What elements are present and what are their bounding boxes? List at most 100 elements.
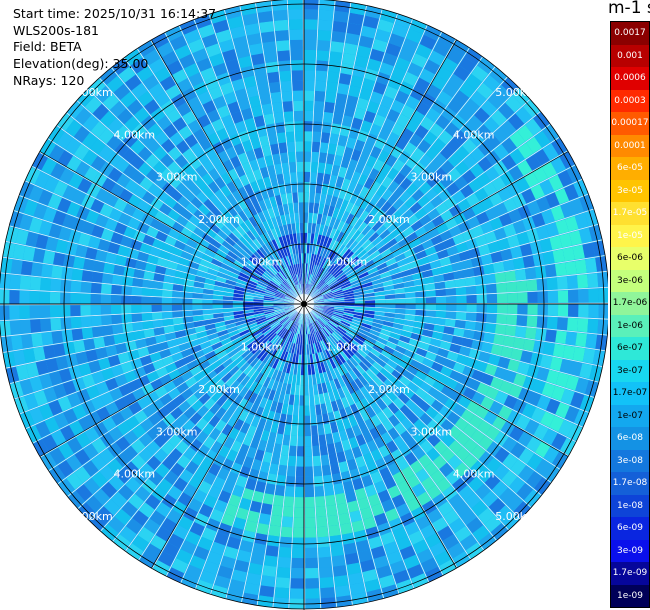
ray-cell: [233, 339, 245, 349]
ray-cell: [336, 420, 345, 432]
ray-cell: [229, 579, 245, 593]
ray-cell: [484, 363, 498, 376]
ray-cell: [387, 167, 399, 181]
ray-cell: [546, 369, 560, 385]
ray-cell: [101, 273, 114, 284]
ray-cell: [444, 280, 456, 289]
ray-cell: [316, 526, 329, 538]
ray-separator: [255, 2, 305, 305]
ray-cell: [218, 333, 230, 342]
ray-cell: [574, 212, 589, 229]
ray-cell: [232, 228, 243, 240]
ray-cell: [405, 95, 420, 110]
ray-cell: [142, 279, 154, 289]
ray-cell: [330, 463, 340, 475]
ray-cell: [75, 432, 91, 448]
ray-cell: [322, 236, 330, 247]
colorbar-cell: 3e-06: [611, 269, 649, 292]
ray-cell: [106, 134, 122, 151]
ray-cell: [349, 216, 359, 227]
ray-cell: [320, 214, 328, 226]
ray-cell: [141, 478, 157, 494]
ray-cell: [402, 38, 419, 53]
ray-cell: [305, 517, 316, 528]
ray-cell: [313, 202, 320, 214]
colorbar-cell: 6e-09: [611, 517, 649, 540]
ray-cell: [460, 122, 476, 138]
ray-cell: [260, 503, 273, 515]
ray-cell: [195, 417, 208, 431]
ray-cell: [80, 305, 91, 316]
ray-cell: [29, 305, 40, 319]
ray-cell: [182, 419, 196, 433]
ray-cell: [425, 304, 437, 311]
ray-cell: [314, 277, 321, 287]
ray-cell: [556, 317, 568, 331]
ray-cell: [98, 357, 111, 370]
ray-cell: [160, 153, 174, 168]
ray-cell: [261, 103, 273, 116]
ray-cell: [215, 163, 228, 177]
ray-cell: [226, 449, 238, 462]
ray-cell: [540, 354, 553, 369]
ray-cell: [263, 295, 275, 300]
ray-cell: [500, 346, 513, 359]
ray-cell: [409, 237, 422, 248]
ray-cell: [420, 263, 432, 272]
ray-cell: [145, 138, 161, 153]
ray-separator: [256, 303, 305, 606]
ray-cell: [225, 236, 236, 247]
ray-cell: [411, 53, 428, 68]
ray-cell: [222, 209, 234, 221]
ray-cell: [247, 279, 258, 286]
ray-cell: [192, 309, 203, 316]
ray-cell: [427, 227, 440, 239]
ray-cell: [455, 242, 469, 253]
ray-cell: [214, 176, 226, 189]
ray-cell: [510, 348, 523, 361]
ray-cell: [568, 304, 579, 317]
ray-cell: [304, 415, 311, 426]
ray-cell: [180, 227, 193, 238]
ray-cell: [320, 315, 330, 322]
ray-cell: [318, 341, 325, 352]
ray-cell: [154, 265, 167, 275]
ray-cell: [232, 189, 243, 202]
ray-cell: [197, 264, 209, 273]
ray-cell: [579, 363, 593, 379]
ray-cell: [114, 509, 132, 526]
ray-cell: [338, 324, 348, 332]
ray-cell: [396, 503, 411, 518]
ray-cell: [376, 71, 391, 86]
ray-cell: [247, 510, 260, 523]
ray-cell: [345, 372, 354, 383]
ray-cell: [53, 383, 67, 399]
ray-cell: [597, 319, 608, 335]
ray-cell: [269, 174, 278, 187]
ray-cell: [268, 133, 278, 145]
ray-cell: [319, 316, 329, 324]
ray-cell: [253, 251, 263, 261]
ray-cell: [226, 326, 238, 334]
ray-cell: [246, 354, 257, 365]
ray-cell: [260, 363, 269, 375]
ray-cell: [460, 409, 475, 423]
ray-separator: [0, 272, 305, 305]
ray-cell: [25, 362, 39, 378]
ray-cell: [403, 554, 420, 570]
ray-cell: [366, 100, 380, 114]
ray-cell: [372, 375, 384, 387]
ray-cell: [490, 376, 504, 390]
ray-cell: [350, 279, 361, 286]
ray-cell: [420, 524, 437, 539]
ray-cell: [391, 66, 407, 81]
ray-cell: [51, 330, 63, 344]
ray-cell: [588, 288, 599, 303]
ray-cell: [441, 433, 456, 447]
ray-cell: [318, 19, 333, 31]
ray-cell: [383, 345, 395, 355]
ray-cell: [155, 526, 172, 542]
ray-cell: [234, 120, 247, 134]
ray-cell: [21, 334, 33, 349]
ray-cell: [562, 246, 575, 262]
